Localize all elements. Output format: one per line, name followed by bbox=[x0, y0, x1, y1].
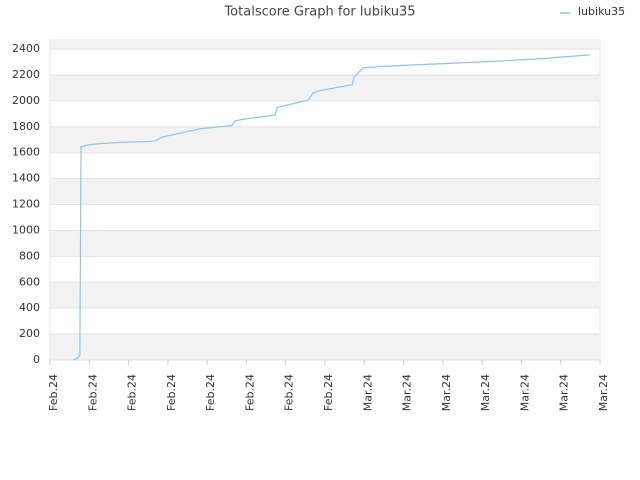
x-tick-label: Feb.24 bbox=[243, 374, 256, 411]
x-tick-label: Mar.24 bbox=[401, 374, 414, 411]
x-tick-label: Feb.24 bbox=[86, 374, 99, 411]
y-tick-label: 200 bbox=[19, 327, 40, 340]
y-tick-label: 2200 bbox=[12, 68, 40, 81]
y-tick-label: 600 bbox=[19, 275, 40, 288]
y-tick-label: 1200 bbox=[12, 198, 40, 211]
y-tick-label: 2000 bbox=[12, 94, 40, 107]
y-tick-label: 800 bbox=[19, 249, 40, 262]
x-tick-label: Mar.24 bbox=[361, 374, 374, 411]
x-tick-label: Feb.24 bbox=[126, 374, 139, 411]
x-tick-label: Mar.24 bbox=[597, 374, 610, 411]
y-tick-label: 1800 bbox=[12, 120, 40, 133]
y-tick-label: 400 bbox=[19, 301, 40, 314]
y-tick-label: 1000 bbox=[12, 223, 40, 236]
grid-band bbox=[50, 74, 600, 101]
y-tick-label: 0 bbox=[33, 353, 40, 366]
grid-band bbox=[50, 334, 600, 360]
grid-band bbox=[50, 126, 600, 153]
x-tick-label: Feb.24 bbox=[204, 374, 217, 411]
y-tick-label: 1600 bbox=[12, 146, 40, 159]
grid-band bbox=[50, 230, 600, 257]
x-tick-label: Mar.24 bbox=[558, 374, 571, 411]
x-tick-label: Feb.24 bbox=[165, 374, 178, 411]
line-series bbox=[72, 54, 590, 361]
x-tick-label: Feb.24 bbox=[47, 374, 60, 411]
x-tick-label: Feb.24 bbox=[322, 374, 335, 411]
x-tick-label: Mar.24 bbox=[518, 374, 531, 411]
grid-band bbox=[50, 178, 600, 205]
y-tick-label: 2400 bbox=[12, 42, 40, 55]
y-tick-label: 1400 bbox=[12, 172, 40, 185]
grid-band bbox=[50, 282, 600, 309]
x-tick-label: Mar.24 bbox=[479, 374, 492, 411]
grid-band bbox=[50, 40, 600, 50]
x-tick-label: Mar.24 bbox=[440, 374, 453, 411]
legend-label: lubiku35 bbox=[578, 5, 625, 18]
chart-title: Totalscore Graph for lubiku35 bbox=[223, 5, 415, 20]
x-tick-label: Feb.24 bbox=[283, 374, 296, 411]
